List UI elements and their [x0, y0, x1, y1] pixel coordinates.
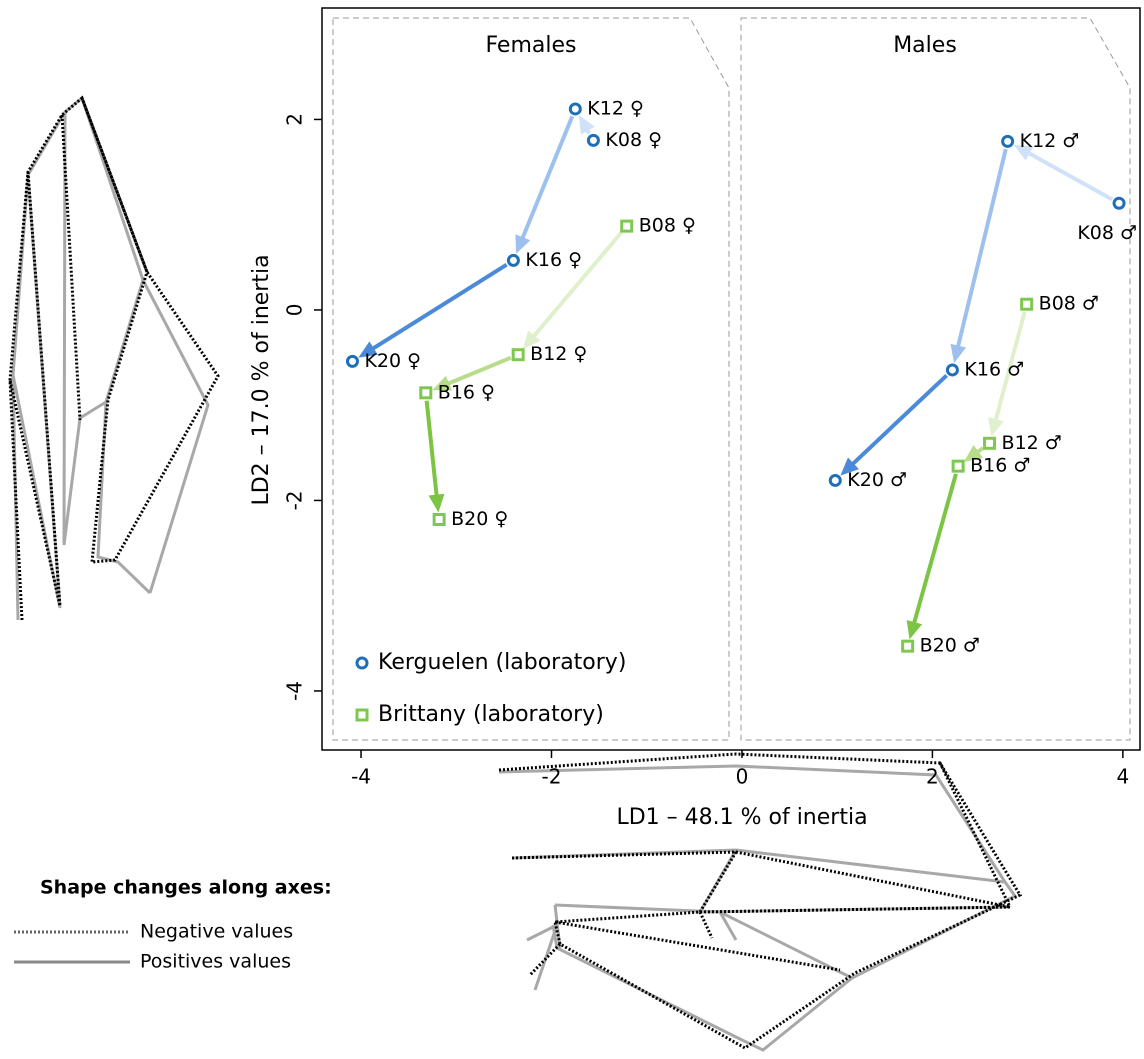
arrow	[528, 230, 624, 342]
panel-frame	[740, 17, 1131, 741]
point	[355, 656, 369, 670]
arrow	[518, 115, 575, 244]
arrow	[992, 311, 1027, 426]
point-label: K12 ♀	[587, 97, 644, 119]
x-axis-label: LD1 – 48.1 % of inertia	[616, 805, 867, 830]
point-label: K08 ♀	[605, 129, 662, 151]
arrow-head	[522, 330, 541, 350]
arrow	[367, 262, 508, 353]
point	[506, 253, 520, 267]
x-tick-label: 2	[926, 765, 939, 789]
point	[1112, 196, 1126, 210]
wing-left	[8, 95, 220, 621]
point-label: K16 ♂	[964, 358, 1024, 380]
x-tick-label: -2	[542, 765, 562, 789]
arrow-head	[428, 493, 445, 513]
point-label: B12 ♀	[530, 343, 587, 365]
arrow	[954, 148, 1008, 352]
point	[828, 473, 842, 487]
point-label: B20 ♀	[451, 508, 508, 530]
arrow-head	[906, 619, 923, 640]
point	[586, 133, 600, 147]
point	[983, 436, 997, 450]
point	[568, 102, 582, 116]
y-axis-label: LD2 – 17.0 % of inertia	[249, 254, 274, 505]
shape-legend: Shape changes along axes: Negative value…	[14, 877, 332, 973]
point-label: K16 ♀	[525, 249, 582, 271]
shape-legend-entry: Positives values	[140, 951, 291, 973]
arrow-head	[358, 341, 378, 358]
point	[1020, 297, 1034, 311]
point	[945, 363, 959, 377]
point	[345, 354, 359, 368]
point	[355, 708, 369, 722]
legend: Kerguelen (laboratory) Brittany (laborato…	[355, 650, 626, 727]
arrow	[847, 373, 948, 469]
point	[1001, 134, 1015, 148]
point-label: B08 ♀	[639, 215, 696, 237]
point	[951, 459, 965, 473]
point-label: B16 ♀	[438, 381, 495, 403]
plot-frame	[321, 7, 1141, 751]
x-tick-label: 4	[1116, 765, 1129, 789]
panel-label: Males	[893, 33, 957, 58]
arrow	[442, 355, 512, 388]
arrow	[424, 400, 440, 501]
point-label: B12 ♂	[1002, 432, 1062, 454]
point-label: B20 ♂	[920, 635, 980, 657]
point-label: K12 ♂	[1020, 130, 1080, 152]
point	[511, 348, 525, 362]
arrow-head	[1013, 144, 1034, 161]
shape-legend-title: Shape changes along axes:	[40, 877, 332, 899]
x-tick-label: 0	[736, 765, 749, 789]
arrow-head	[432, 375, 452, 391]
y-tick-label: 2	[283, 113, 307, 126]
point	[419, 386, 433, 400]
arrow-head	[988, 417, 1004, 437]
y-tick-label: 0	[283, 304, 307, 317]
point-label: B08 ♂	[1039, 293, 1099, 315]
point-label: B16 ♂	[970, 455, 1030, 477]
point-label: K08 ♂	[1077, 222, 1137, 244]
arrow-head	[950, 343, 967, 364]
point	[432, 512, 446, 526]
arrow	[1023, 148, 1114, 202]
arrow-head	[963, 444, 984, 463]
y-tick-label: -2	[283, 490, 307, 510]
wing-bottom	[498, 752, 1023, 1052]
point-label: K20 ♂	[847, 469, 907, 491]
arrow-head	[578, 115, 595, 135]
legend-label: Kerguelen (laboratory)	[378, 650, 626, 675]
y-tick-label: -4	[283, 681, 307, 701]
point	[901, 639, 915, 653]
legend-label: Brittany (laboratory)	[378, 702, 604, 727]
arrow-head	[515, 234, 531, 254]
x-tick-label: -4	[351, 765, 371, 789]
point	[620, 219, 634, 233]
point-label: K20 ♀	[364, 350, 421, 372]
arrow-head	[840, 457, 859, 476]
arrow	[910, 473, 958, 629]
panel-frame	[332, 17, 730, 741]
shape-legend-entry: Negative values	[140, 921, 293, 943]
panel-label: Females	[485, 33, 576, 58]
